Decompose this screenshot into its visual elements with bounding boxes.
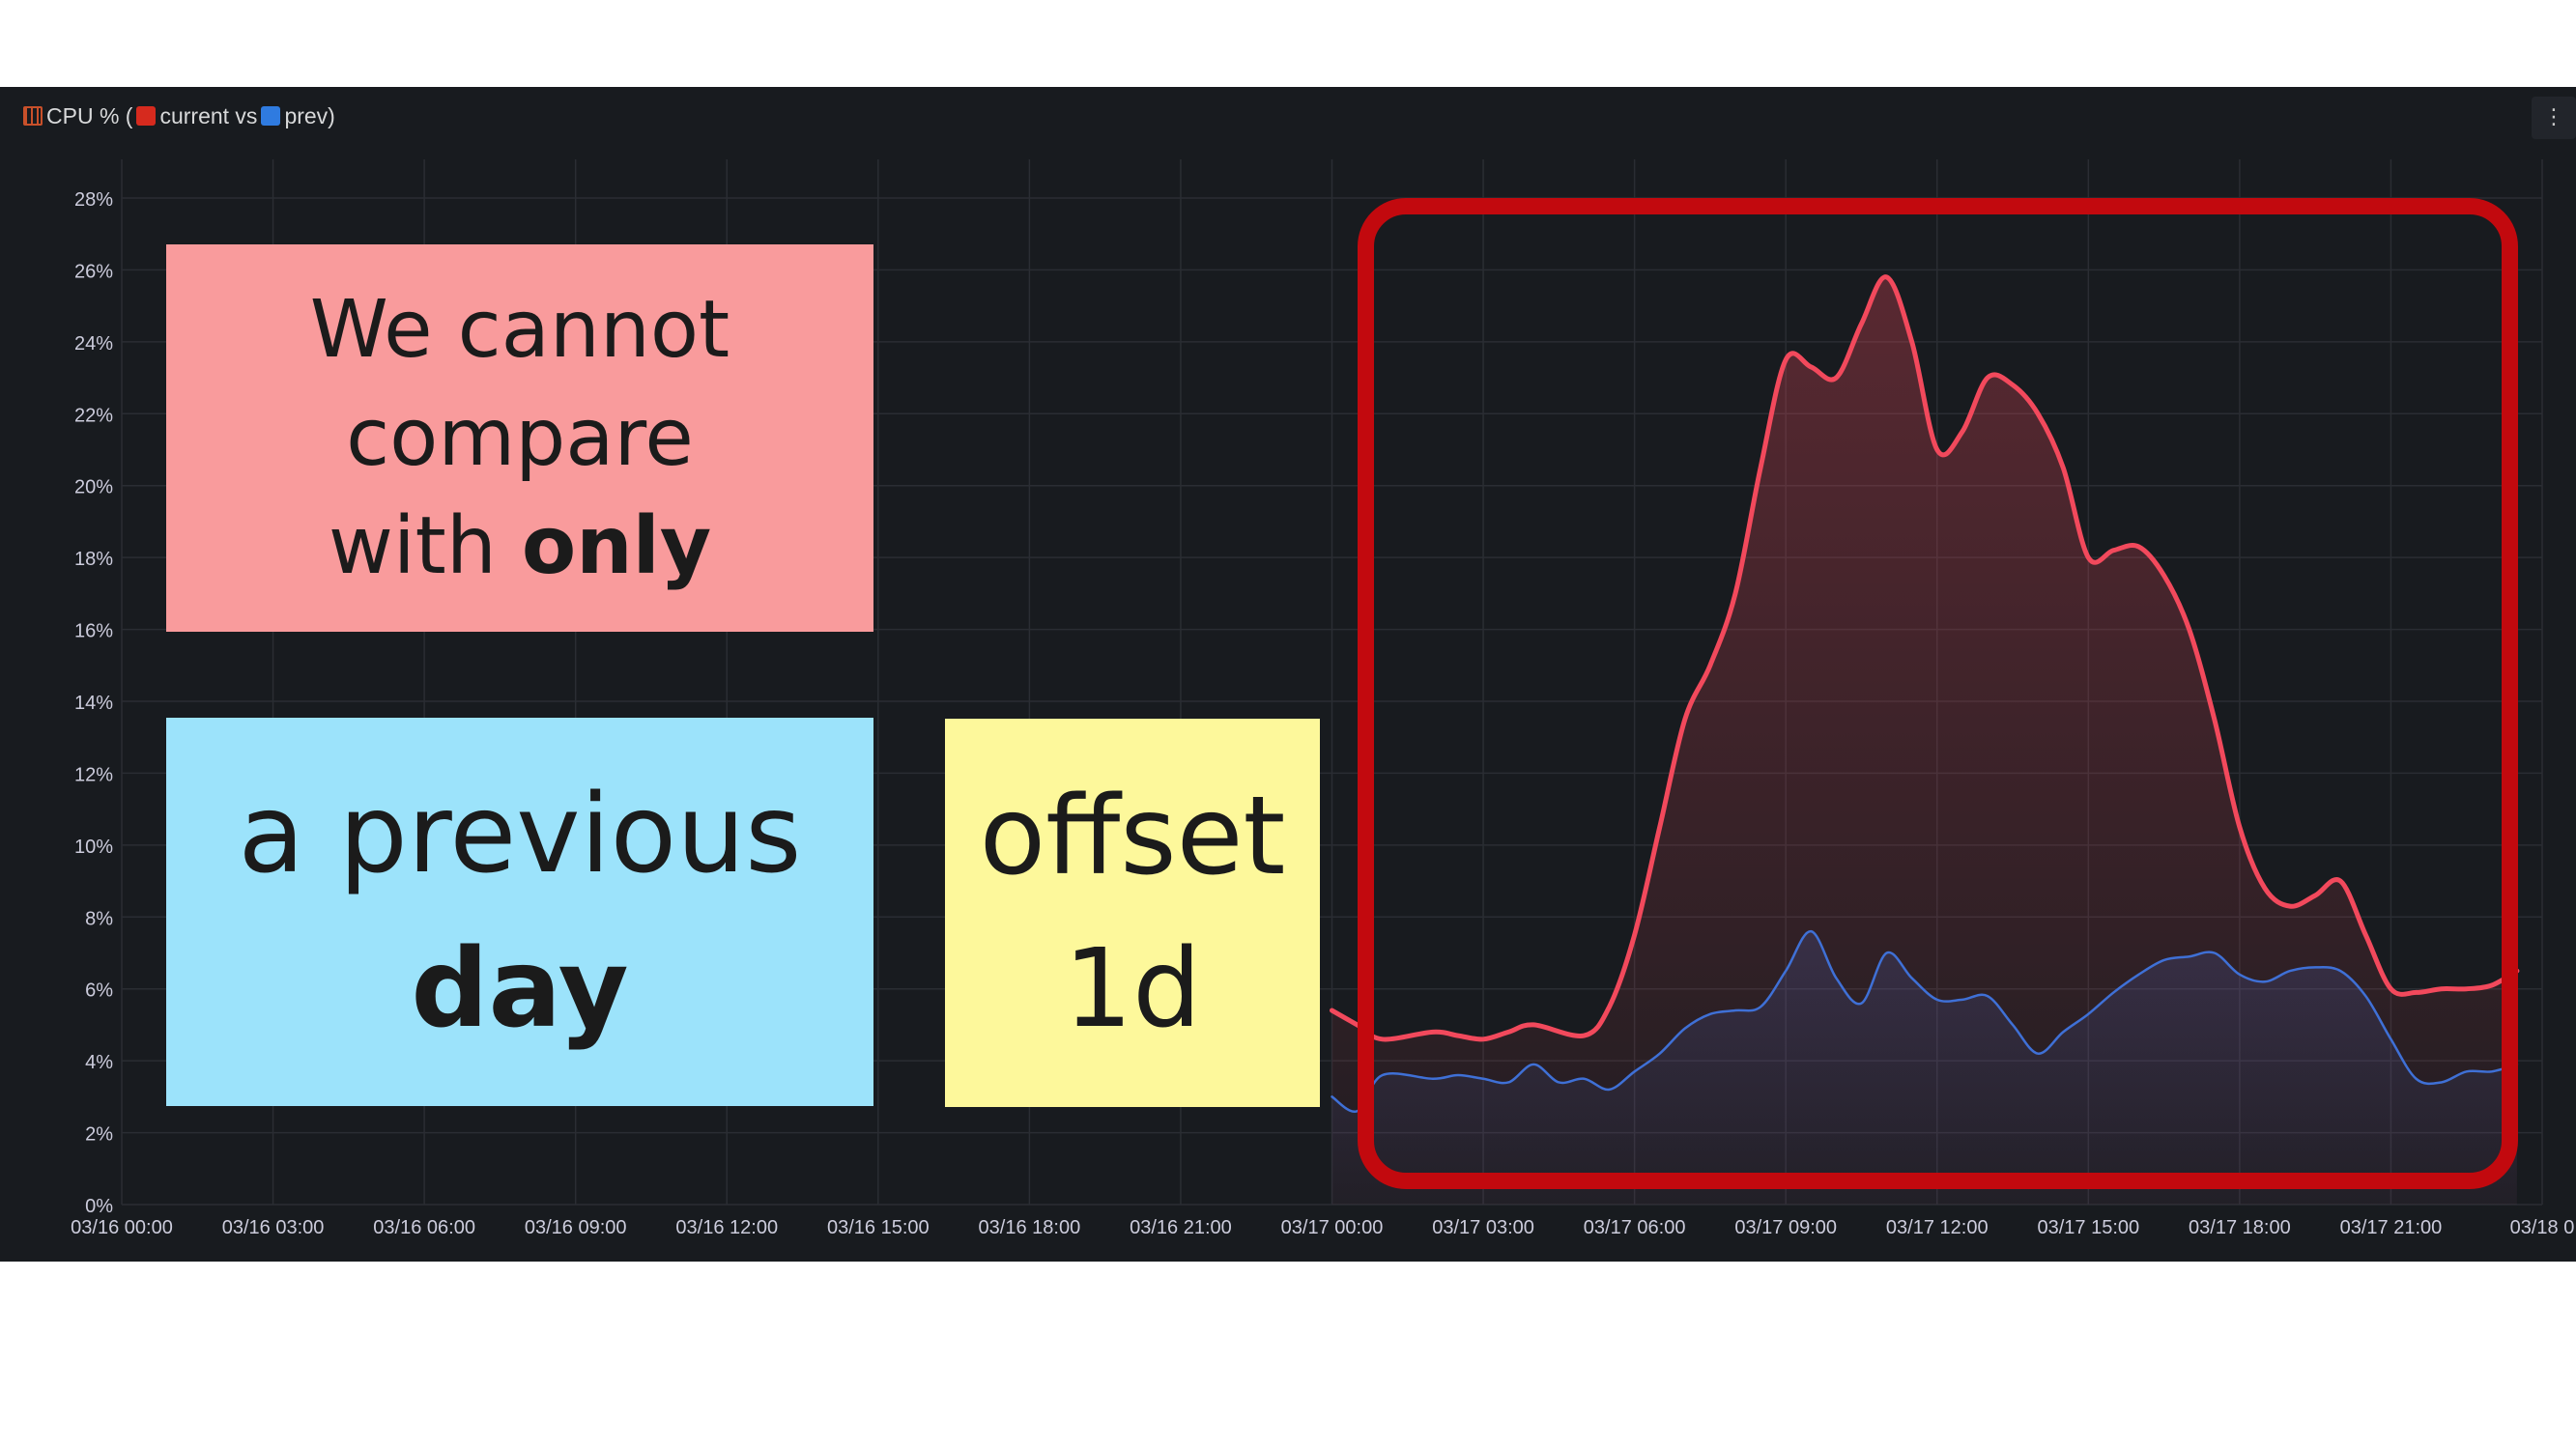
note-cannot-line3-bold: only <box>521 499 712 592</box>
series-current-area <box>1331 276 2517 1205</box>
red-square-icon <box>136 106 157 126</box>
kebab-menu-icon: ⋮ <box>2543 105 2564 129</box>
note-previous-day: a previous day <box>166 718 873 1106</box>
prev-label: prev) <box>284 103 335 128</box>
x-tick-label: 03/16 00:00 <box>71 1217 173 1238</box>
note-cannot-line3-prefix: with <box>328 499 522 592</box>
x-tick-label: 03/16 09:00 <box>525 1217 627 1238</box>
title-prefix: CPU % ( <box>46 103 133 128</box>
x-tick-label: 03/17 18:00 <box>2189 1217 2291 1238</box>
x-tick-label: 03/17 06:00 <box>1584 1217 1686 1238</box>
note-offset-1d: offset 1d <box>945 719 1320 1107</box>
y-tick-label: 12% <box>74 764 113 785</box>
y-tick-label: 8% <box>85 908 113 929</box>
note-cannot-compare: We cannot compare with only <box>166 244 873 632</box>
series-current-line <box>1330 274 2520 1042</box>
y-tick-label: 18% <box>74 549 113 570</box>
note-previous-line2: day <box>411 926 629 1052</box>
x-tick-label: 03/17 21:00 <box>2340 1217 2443 1238</box>
y-tick-label: 26% <box>74 261 113 282</box>
x-tick-label: 03/16 06:00 <box>373 1217 475 1238</box>
panel-title: CPU % ( current vs prev) <box>23 101 335 130</box>
y-tick-label: 10% <box>74 837 113 858</box>
note-offset-line1: offset <box>979 774 1286 899</box>
x-tick-label: 03/17 03:00 <box>1432 1217 1534 1238</box>
note-previous-line1: a previous <box>238 772 802 897</box>
x-tick-label: 03/17 09:00 <box>1734 1217 1837 1238</box>
x-tick-label: 03/17 00:00 <box>1281 1217 1384 1238</box>
kebab-menu-button[interactable]: ⋮ <box>2532 97 2576 139</box>
note-cannot-line3: with only <box>329 493 711 601</box>
note-cannot-line2: compare <box>346 391 694 484</box>
current-label: current vs <box>159 103 258 128</box>
note-offset-line2: 1d <box>1063 926 1202 1052</box>
y-tick-label: 4% <box>85 1052 113 1073</box>
note-cannot-line1: We cannot <box>309 283 730 376</box>
x-tick-label: 03/16 15:00 <box>827 1217 930 1238</box>
y-tick-label: 2% <box>85 1124 113 1146</box>
y-tick-label: 6% <box>85 980 113 1002</box>
x-tick-label: 03/16 12:00 <box>675 1217 778 1238</box>
x-tick-label: 03/17 12:00 <box>1886 1217 1989 1238</box>
blue-square-icon <box>261 106 281 126</box>
y-tick-label: 22% <box>74 405 113 426</box>
y-tick-label: 24% <box>74 333 113 355</box>
y-tick-label: 28% <box>74 189 113 211</box>
series-prev-line <box>1331 929 2519 1114</box>
x-tick-label: 03/17 15:00 <box>2037 1217 2139 1238</box>
y-tick-label: 0% <box>85 1196 113 1217</box>
x-tick-label: 03/16 03:00 <box>222 1217 325 1238</box>
x-tick-label: 03/16 21:00 <box>1130 1217 1232 1238</box>
highlight-box <box>1358 198 2518 1189</box>
calendar-icon <box>23 106 43 126</box>
y-tick-label: 16% <box>74 621 113 642</box>
y-tick-label: 14% <box>74 693 113 714</box>
y-tick-label: 20% <box>74 477 113 498</box>
x-tick-label: 03/16 18:00 <box>979 1217 1081 1238</box>
x-tick-label: 03/18 0 <box>2510 1217 2575 1238</box>
